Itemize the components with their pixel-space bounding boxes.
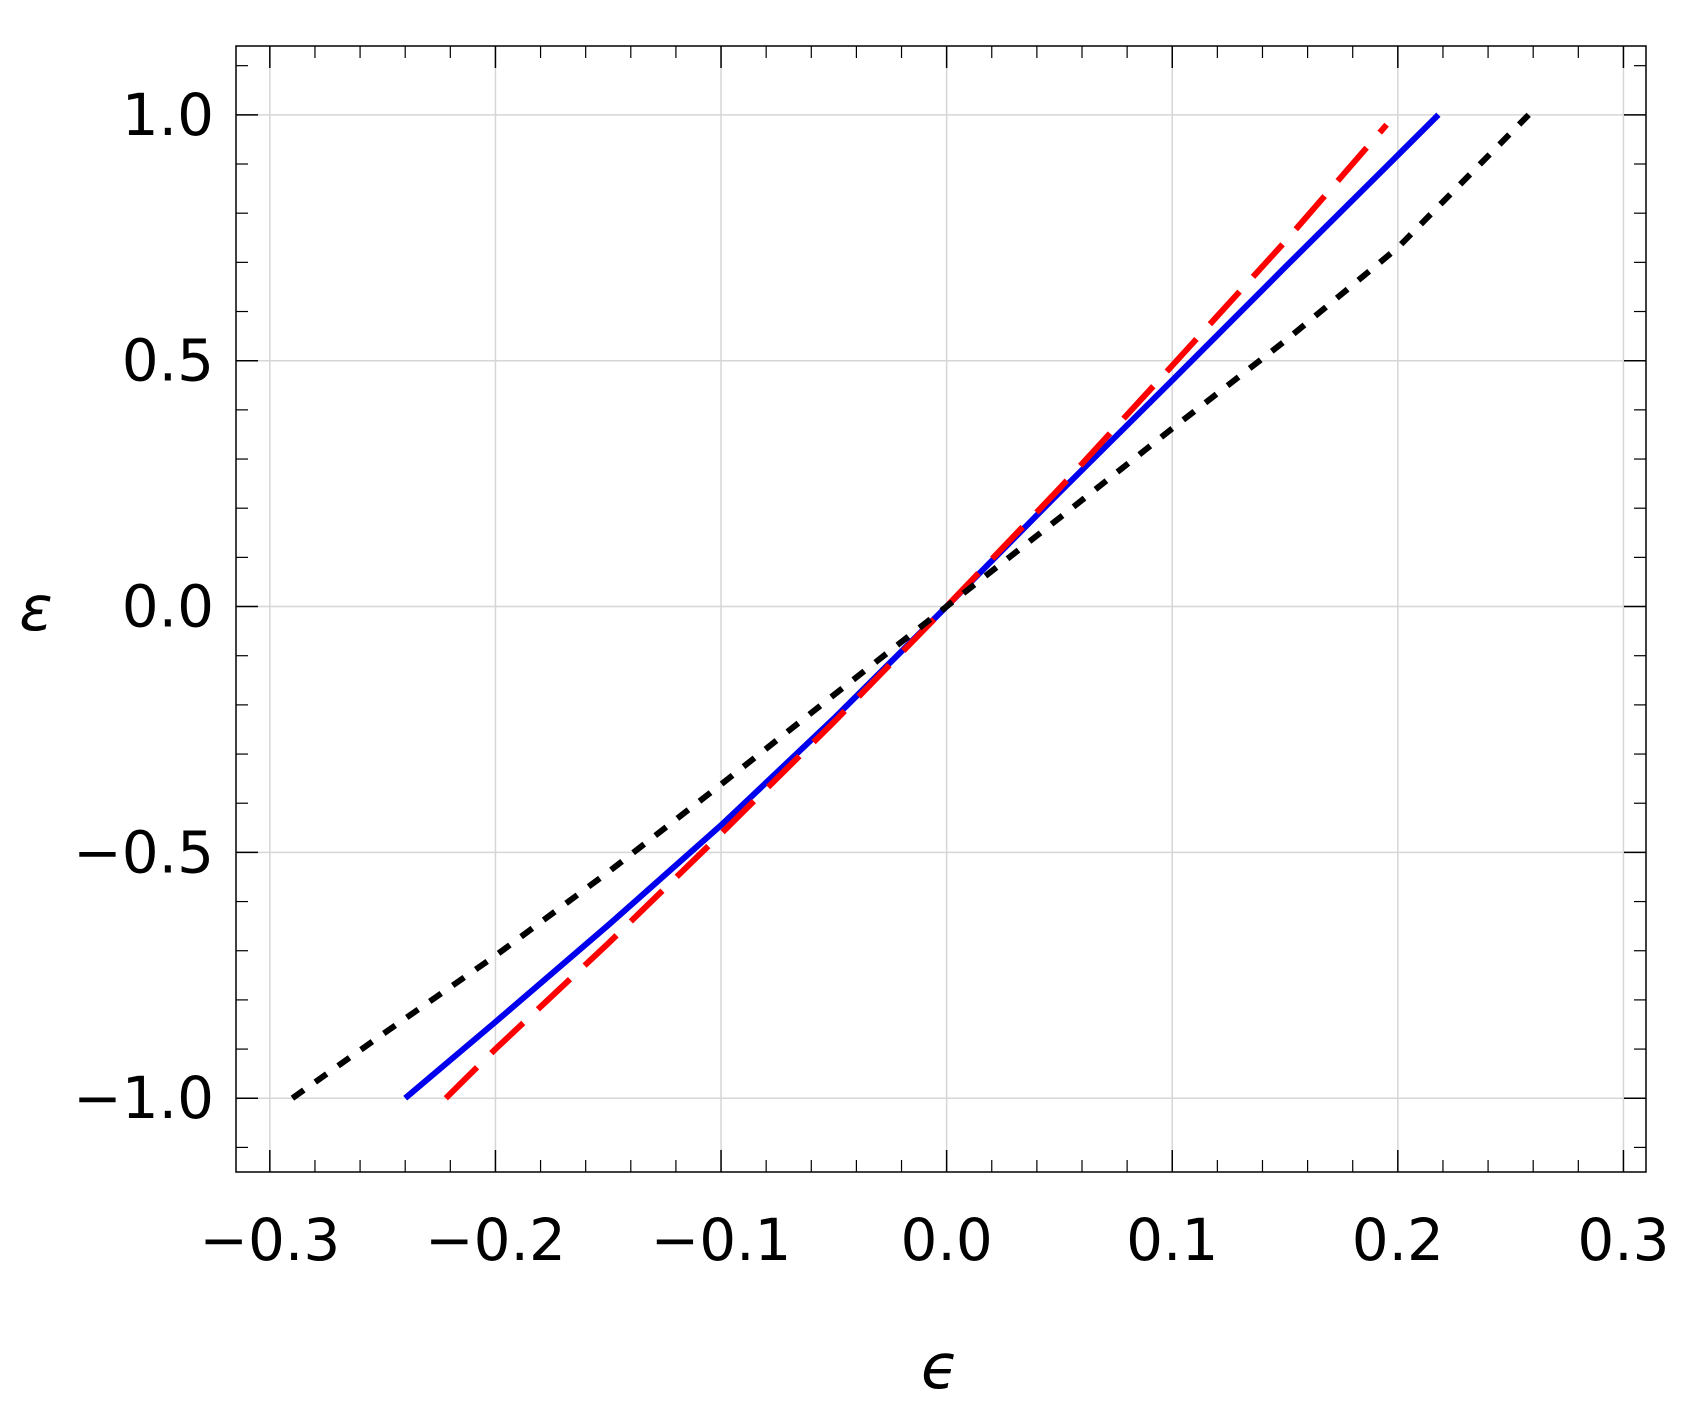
x-tick-label: −0.3: [199, 1206, 340, 1274]
x-tick-label: −0.2: [425, 1206, 566, 1274]
y-axis-title: ε: [19, 572, 53, 645]
x-tick-label: −0.1: [651, 1206, 792, 1274]
x-axis-title: ϵ: [921, 1330, 959, 1402]
y-tick-label: 0.5: [122, 327, 214, 395]
x-tick-label: 0.0: [901, 1206, 993, 1274]
y-tick-label: 0.0: [122, 573, 214, 641]
grid-layer: [236, 46, 1646, 1172]
series-dotted-line: [290, 112, 1531, 1101]
y-tick-label: −0.5: [73, 818, 214, 886]
plot-frame: [235, 45, 1647, 1173]
x-tick-label: 0.2: [1352, 1206, 1444, 1274]
series-dashed-line: [443, 122, 1389, 1101]
y-tick-label: 1.0: [122, 81, 214, 149]
y-tick-label: −1.0: [73, 1064, 214, 1132]
series-layer: [290, 112, 1531, 1101]
x-tick-label: 0.3: [1577, 1206, 1669, 1274]
tick-labels-layer: −0.3 −0.2 −0.1 0.0 0.1 0.2 0.3 −1.0 −0.5 0.0 0.5 1.…: [73, 81, 1669, 1274]
ticks-layer: [236, 46, 1646, 1172]
x-tick-label: 0.1: [1126, 1206, 1218, 1274]
